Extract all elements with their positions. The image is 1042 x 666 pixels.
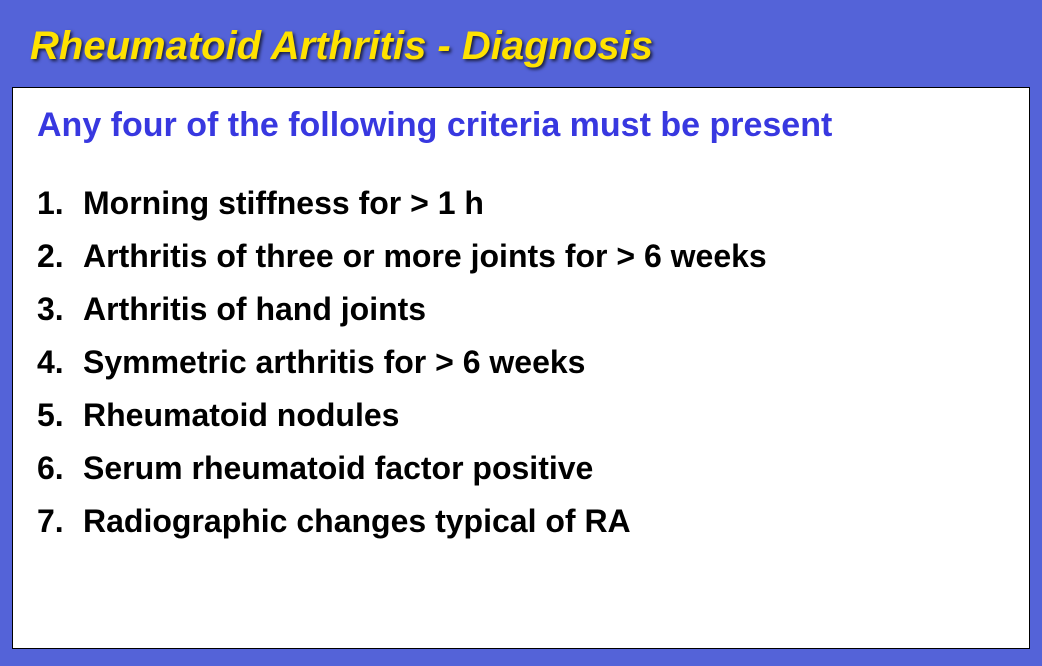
criteria-item: 3. Arthritis of hand joints [37,291,1005,328]
criteria-text: Radiographic changes typical of RA [83,503,631,540]
slide-header: Rheumatoid Arthritis - Diagnosis [12,12,1030,87]
criteria-number: 2. [37,238,83,275]
criteria-item: 5. Rheumatoid nodules [37,397,1005,434]
criteria-text: Morning stiffness for > 1 h [83,185,484,222]
criteria-number: 6. [37,450,83,487]
criteria-list: 1. Morning stiffness for > 1 h 2. Arthri… [37,185,1005,540]
criteria-number: 5. [37,397,83,434]
criteria-text: Symmetric arthritis for > 6 weeks [83,344,585,381]
criteria-number: 3. [37,291,83,328]
criteria-text: Arthritis of hand joints [83,291,426,328]
criteria-item: 1. Morning stiffness for > 1 h [37,185,1005,222]
criteria-text: Rheumatoid nodules [83,397,399,434]
criteria-item: 6. Serum rheumatoid factor positive [37,450,1005,487]
criteria-number: 7. [37,503,83,540]
criteria-item: 2. Arthritis of three or more joints for… [37,238,1005,275]
criteria-item: 7. Radiographic changes typical of RA [37,503,1005,540]
content-panel: Any four of the following criteria must … [12,87,1030,649]
criteria-number: 4. [37,344,83,381]
criteria-number: 1. [37,185,83,222]
slide-title: Rheumatoid Arthritis - Diagnosis [30,24,1012,69]
criteria-subheading: Any four of the following criteria must … [37,106,1005,145]
criteria-text: Arthritis of three or more joints for > … [83,238,767,275]
criteria-item: 4. Symmetric arthritis for > 6 weeks [37,344,1005,381]
criteria-text: Serum rheumatoid factor positive [83,450,593,487]
